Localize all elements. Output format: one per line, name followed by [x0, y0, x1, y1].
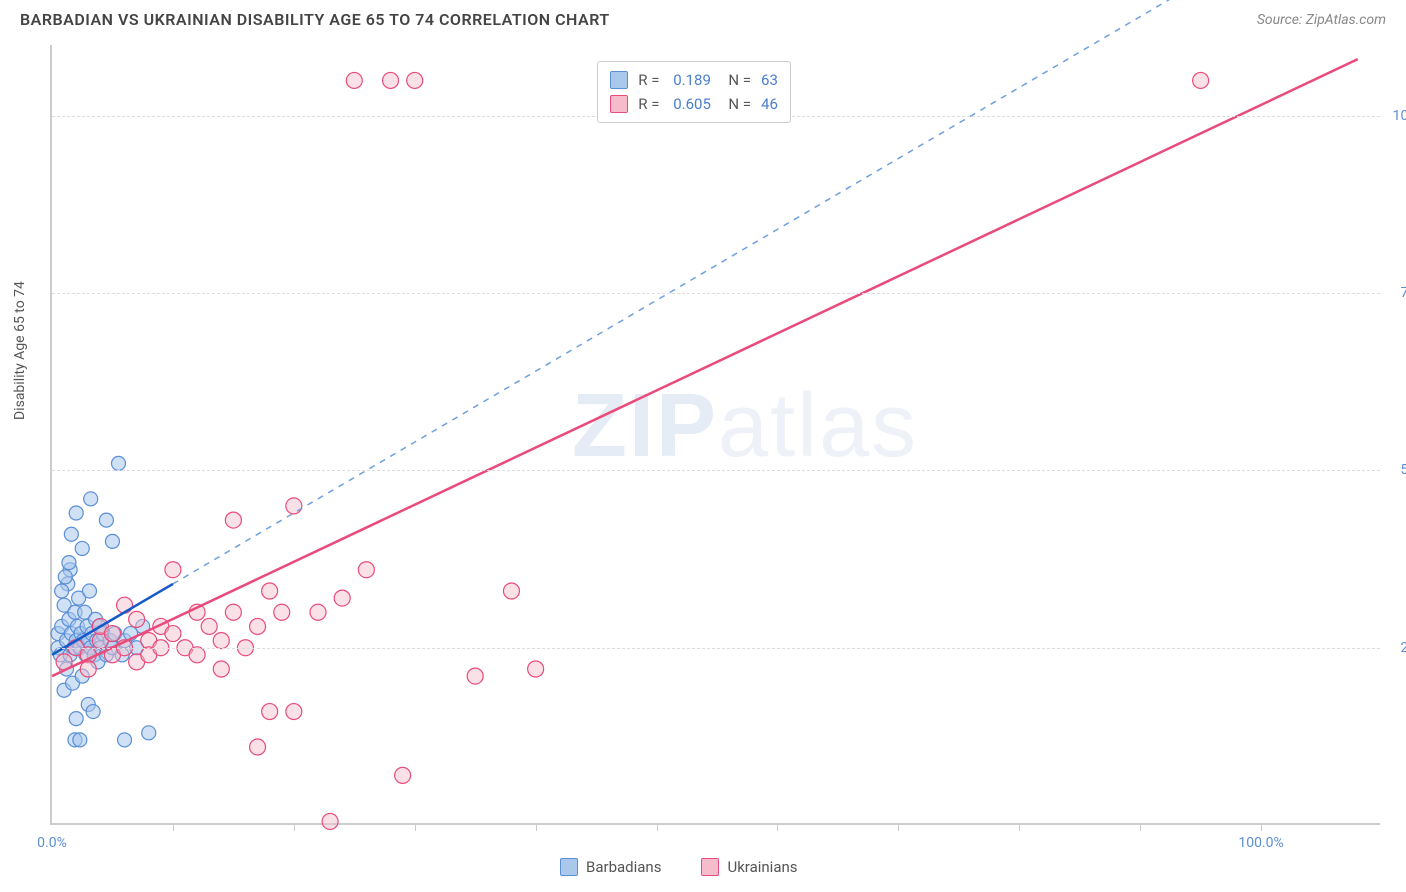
data-point — [286, 704, 302, 720]
x-tick — [898, 823, 899, 831]
data-point — [503, 583, 519, 599]
x-tick — [294, 823, 295, 831]
legend-series-name: Ukrainians — [727, 858, 797, 876]
data-point — [310, 604, 326, 620]
legend-item: Barbadians — [560, 858, 661, 876]
x-tick — [1261, 823, 1262, 831]
x-tick — [1019, 823, 1020, 831]
data-point — [213, 633, 229, 649]
gridline-h — [52, 648, 1380, 649]
data-point — [286, 498, 302, 514]
data-point — [86, 705, 100, 719]
gridline-h — [52, 470, 1380, 471]
data-point — [528, 661, 544, 677]
data-point — [69, 506, 83, 520]
legend-r-label: R = — [638, 92, 663, 116]
x-tick — [536, 823, 537, 831]
x-tick — [657, 823, 658, 831]
gridline-h — [52, 293, 1380, 294]
legend-swatch — [701, 858, 719, 876]
data-point — [407, 72, 423, 88]
data-point — [84, 492, 98, 506]
x-tick — [1140, 823, 1141, 831]
data-point — [117, 597, 133, 613]
legend-n-value: 63 — [761, 68, 778, 92]
data-point — [262, 704, 278, 720]
y-tick-label: 50.0% — [1400, 462, 1406, 478]
data-point — [165, 626, 181, 642]
legend-swatch — [560, 858, 578, 876]
data-point — [58, 570, 72, 584]
data-point — [69, 712, 83, 726]
data-point — [129, 611, 145, 627]
legend-item: Ukrainians — [701, 858, 797, 876]
data-point — [322, 813, 338, 829]
legend-swatch — [610, 71, 628, 89]
data-point — [62, 556, 76, 570]
data-point — [274, 604, 290, 620]
legend-stats-row: R = 0.605 N = 46 — [610, 92, 778, 116]
data-point — [105, 534, 119, 548]
data-point — [99, 513, 113, 527]
data-point — [225, 512, 241, 528]
data-point — [334, 590, 350, 606]
legend-series-name: Barbadians — [586, 858, 661, 876]
data-point — [395, 767, 411, 783]
legend-n-label: N = — [721, 92, 751, 116]
data-point — [118, 733, 132, 747]
data-point — [73, 733, 87, 747]
data-point — [262, 583, 278, 599]
data-point — [104, 626, 120, 642]
y-axis-label: Disability Age 65 to 74 — [12, 281, 28, 420]
x-tick — [173, 823, 174, 831]
data-point — [201, 618, 217, 634]
data-point — [213, 661, 229, 677]
data-point — [383, 72, 399, 88]
data-point — [80, 661, 96, 677]
source-attribution: Source: ZipAtlas.com — [1257, 12, 1386, 28]
data-point — [189, 647, 205, 663]
y-tick-label: 100.0% — [1393, 108, 1406, 124]
legend-stats-row: R = 0.189 N = 63 — [610, 68, 778, 92]
data-point — [75, 541, 89, 555]
x-tick — [415, 823, 416, 831]
scatter-plot-svg — [52, 45, 1380, 823]
data-point — [225, 604, 241, 620]
legend-n-value: 46 — [761, 92, 778, 116]
data-point — [1193, 72, 1209, 88]
legend-r-value: 0.189 — [673, 68, 711, 92]
legend-swatch — [610, 95, 628, 113]
legend-r-value: 0.605 — [673, 92, 711, 116]
trend-line — [52, 59, 1358, 676]
chart-title: BARBADIAN VS UKRAINIAN DISABILITY AGE 65… — [20, 10, 610, 29]
data-point — [250, 618, 266, 634]
data-point — [250, 739, 266, 755]
data-point — [112, 456, 126, 470]
legend-bottom: Barbadians Ukrainians — [560, 858, 798, 876]
data-point — [165, 562, 181, 578]
y-tick-label: 25.0% — [1400, 640, 1406, 656]
data-point — [64, 527, 78, 541]
legend-n-label: N = — [721, 68, 751, 92]
legend-stats: R = 0.189 N = 63R = 0.605 N = 46 — [597, 61, 791, 123]
data-point — [358, 562, 374, 578]
legend-r-label: R = — [638, 68, 663, 92]
data-point — [82, 584, 96, 598]
data-point — [142, 726, 156, 740]
x-tick — [777, 823, 778, 831]
data-point — [346, 72, 362, 88]
y-tick-label: 75.0% — [1400, 285, 1406, 301]
chart-plot-area: ZIPatlas 25.0%50.0%75.0%100.0%0.0%100.0%… — [50, 45, 1380, 825]
data-point — [55, 584, 69, 598]
data-point — [467, 668, 483, 684]
x-tick-label: 100.0% — [1238, 835, 1283, 851]
x-tick-label: 0.0% — [37, 835, 67, 851]
